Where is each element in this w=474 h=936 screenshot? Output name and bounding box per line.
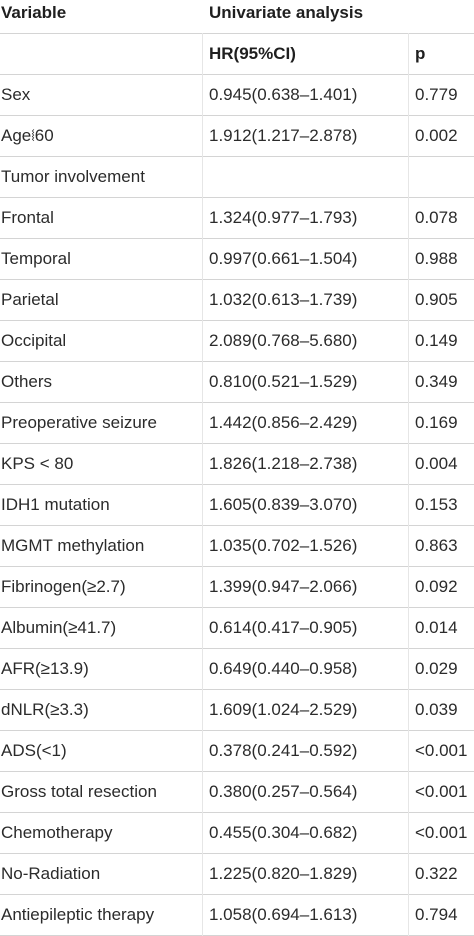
p-value-cell: 0.905 — [415, 290, 458, 309]
p-value-cell: 0.078 — [415, 208, 458, 227]
variable-cell: Others — [1, 372, 53, 391]
p-value-cell: 0.349 — [415, 372, 458, 391]
table-row: Gross total resection 0.380(0.257–0.564) <… — [0, 772, 474, 813]
p-value-cell: 0.794 — [415, 905, 458, 924]
hr-ci-cell: 0.945(0.638–1.401) — [209, 85, 358, 104]
p-value-cell: 0.322 — [415, 864, 458, 883]
table-row: Frontal 1.324(0.977–1.793) 0.078 — [0, 198, 474, 239]
p-value-cell: 0.169 — [415, 413, 458, 432]
p-value-cell: 0.002 — [415, 126, 458, 145]
variable-cell: IDH1 mutation — [1, 495, 110, 514]
table-row: Occipital 2.089(0.768–5.680) 0.149 — [0, 321, 474, 362]
hr-ci-cell: 0.614(0.417–0.905) — [209, 618, 358, 637]
variable-column-header: Variable — [1, 3, 67, 22]
hr-ci-cell: 1.399(0.947–2.066) — [209, 577, 358, 596]
hr-ci-cell: 2.089(0.768–5.680) — [209, 331, 358, 350]
variable-cell: Occipital — [1, 331, 67, 350]
p-value-cell: 0.014 — [415, 618, 458, 637]
variable-cell: Age⧙60 — [1, 126, 54, 145]
hr-ci-cell: 1.605(0.839–3.070) — [209, 495, 358, 514]
table-row: KPS < 80 1.826(1.218–2.738) 0.004 — [0, 444, 474, 485]
variable-cell: Sex — [1, 85, 31, 104]
column-divider — [202, 33, 203, 936]
table-row: No-Radiation 1.225(0.820–1.829) 0.322 — [0, 854, 474, 895]
p-value-cell: 0.149 — [415, 331, 458, 350]
hr-column-header: HR(95%CI) — [209, 44, 296, 63]
variable-cell: Temporal — [1, 249, 71, 268]
variable-cell: Tumor involvement — [1, 167, 145, 186]
hr-ci-cell: 0.455(0.304–0.682) — [209, 823, 358, 842]
table-row: Chemotherapy 0.455(0.304–0.682) <0.001 — [0, 813, 474, 854]
column-divider — [408, 33, 409, 936]
table-row: Parietal 1.032(0.613–1.739) 0.905 — [0, 280, 474, 321]
table-row: AFR(≥13.9) 0.649(0.440–0.958) 0.029 — [0, 649, 474, 690]
table-row: Temporal 0.997(0.661–1.504) 0.988 — [0, 239, 474, 280]
p-value-cell: 0.988 — [415, 249, 458, 268]
p-value-cell: <0.001 — [415, 823, 468, 842]
variable-cell: Albumin(≥41.7) — [1, 618, 117, 637]
hr-ci-cell: 1.035(0.702–1.526) — [209, 536, 358, 555]
p-value-cell: 0.039 — [415, 700, 458, 719]
variable-cell: MGMT methylation — [1, 536, 145, 555]
variable-cell: Chemotherapy — [1, 823, 113, 842]
variable-cell: Preoperative seizure — [1, 413, 157, 432]
hr-ci-cell: 1.912(1.217–2.878) — [209, 126, 358, 145]
p-value-cell — [415, 157, 474, 197]
variable-cell: Gross total resection — [1, 782, 157, 801]
table-row: IDH1 mutation 1.605(0.839–3.070) 0.153 — [0, 485, 474, 526]
p-column-header: p — [415, 44, 426, 63]
table-row: Preoperative seizure 1.442(0.856–2.429) 0.… — [0, 403, 474, 444]
table-row: Sex 0.945(0.638–1.401) 0.779 — [0, 75, 474, 116]
hr-ci-cell: 0.378(0.241–0.592) — [209, 741, 358, 760]
hr-ci-cell: 1.442(0.856–2.429) — [209, 413, 358, 432]
header-row-1: Variable Univariate analysis — [0, 0, 474, 34]
hr-ci-cell — [209, 157, 405, 197]
table-row: Others 0.810(0.521–1.529) 0.349 — [0, 362, 474, 403]
variable-cell: Fibrinogen(≥2.7) — [1, 577, 126, 596]
p-value-cell: 0.153 — [415, 495, 458, 514]
variable-cell: No-Radiation — [1, 864, 101, 883]
hr-ci-cell: 0.649(0.440–0.958) — [209, 659, 358, 678]
hr-ci-cell: 1.058(0.694–1.613) — [209, 905, 358, 924]
table-row: ADS(<1) 0.378(0.241–0.592) <0.001 — [0, 731, 474, 772]
variable-cell: ADS(<1) — [1, 741, 67, 760]
hr-ci-cell: 0.997(0.661–1.504) — [209, 249, 358, 268]
variable-cell: Parietal — [1, 290, 59, 309]
p-value-cell: <0.001 — [415, 782, 468, 801]
hr-ci-cell: 1.032(0.613–1.739) — [209, 290, 358, 309]
table-row: MGMT methylation 1.035(0.702–1.526) 0.863 — [0, 526, 474, 567]
table-row: Albumin(≥41.7) 0.614(0.417–0.905) 0.014 — [0, 608, 474, 649]
header-row-2: HR(95%CI) p — [0, 34, 474, 75]
p-value-cell: 0.029 — [415, 659, 458, 678]
univariate-analysis-header: Univariate analysis — [209, 3, 364, 22]
hr-ci-cell: 1.324(0.977–1.793) — [209, 208, 358, 227]
variable-cell: Frontal — [1, 208, 54, 227]
variable-cell: AFR(≥13.9) — [1, 659, 89, 678]
p-value-cell: 0.004 — [415, 454, 458, 473]
table-row: Age⧙60 1.912(1.217–2.878) 0.002 — [0, 116, 474, 157]
p-value-cell: <0.001 — [415, 741, 468, 760]
table-row: Tumor involvement — [0, 157, 474, 198]
hr-ci-cell: 0.810(0.521–1.529) — [209, 372, 358, 391]
p-value-cell: 0.092 — [415, 577, 458, 596]
p-value-cell: 0.863 — [415, 536, 458, 555]
table-row: Fibrinogen(≥2.7) 1.399(0.947–2.066) 0.092 — [0, 567, 474, 608]
table-row: dNLR(≥3.3) 1.609(1.024–2.529) 0.039 — [0, 690, 474, 731]
variable-cell: KPS < 80 — [1, 454, 74, 473]
hr-ci-cell: 1.609(1.024–2.529) — [209, 700, 358, 719]
variable-cell: Antiepileptic therapy — [1, 905, 155, 924]
variable-cell: dNLR(≥3.3) — [1, 700, 89, 719]
table-body: Sex 0.945(0.638–1.401) 0.779 Age⧙60 1.912(1.… — [0, 75, 474, 936]
table-row: Antiepileptic therapy 1.058(0.694–1.613) 0… — [0, 895, 474, 936]
hr-ci-cell: 1.826(1.218–2.738) — [209, 454, 358, 473]
p-value-cell: 0.779 — [415, 85, 458, 104]
hr-ci-cell: 1.225(0.820–1.829) — [209, 864, 358, 883]
hr-ci-cell: 0.380(0.257–0.564) — [209, 782, 358, 801]
